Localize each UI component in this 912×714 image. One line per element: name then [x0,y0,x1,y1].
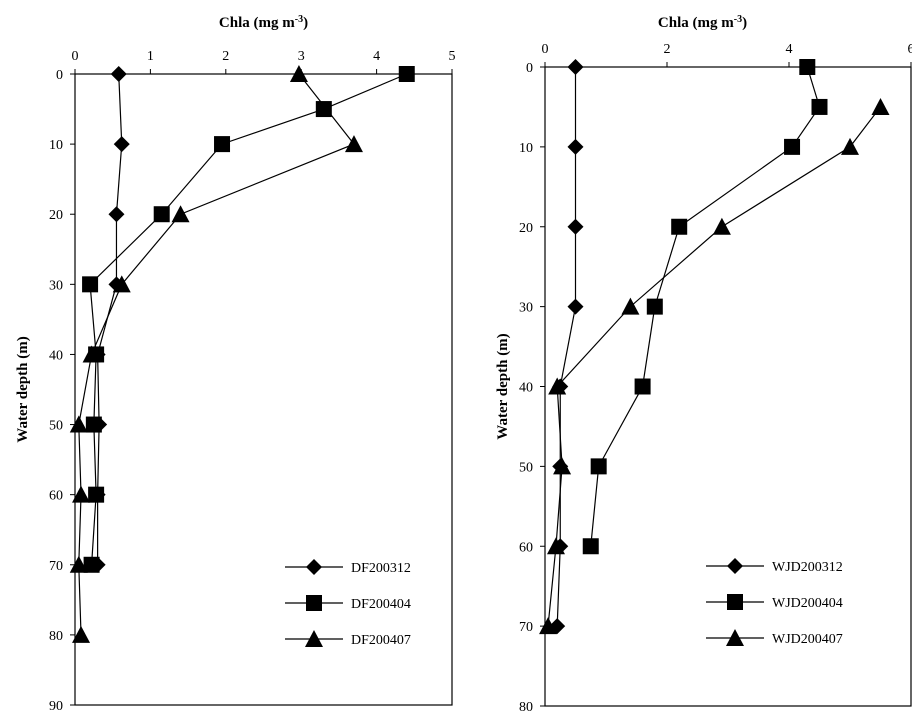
y-tick-label: 30 [49,278,63,293]
data-point-square [398,66,415,82]
x-tick-label: 0 [542,42,549,57]
data-point-square [784,138,801,155]
legend-marker-triangle [726,629,744,646]
legend-label: DF200404 [351,597,411,612]
y-tick-label: 10 [49,138,63,153]
data-point-triangle [871,97,890,115]
y-tick-label: 90 [49,699,63,714]
plot-frame [544,66,912,707]
x-tick-label: 2 [222,49,229,64]
y-axis-title: Water depth (m) [495,333,511,439]
data-point-square [315,101,332,118]
y-tick-label: 30 [519,301,533,316]
data-point-diamond [567,138,584,155]
data-point-square [582,538,599,555]
y-tick-label: 50 [49,419,63,434]
plot-frame [74,73,453,706]
legend-marker-diamond [727,558,743,574]
x-axis-title: Chla (mg m-3) [658,14,747,32]
data-point-triangle [546,537,565,555]
y-tick-label: 50 [519,460,533,475]
data-point-diamond [567,298,584,315]
y-tick-label: 60 [49,489,63,504]
data-point-square [83,556,100,573]
data-point-diamond [113,136,130,153]
legend-marker-square [306,595,322,611]
y-tick-label: 20 [49,208,63,223]
data-point-square [85,416,102,433]
data-point-triangle [72,485,91,503]
data-point-diamond [567,218,584,235]
data-point-triangle [112,275,131,293]
y-axis-title: Water depth (m) [15,336,31,442]
data-point-triangle [344,135,363,153]
y-tick-label: 70 [519,620,533,635]
data-point-triangle [621,297,640,315]
legend: WJD200312 WJD200404 WJD200407 [706,558,843,647]
data-point-square [153,206,170,223]
y-tick-label: 10 [519,141,533,156]
series-line [556,67,577,627]
x-tick-label: 6 [908,42,912,57]
data-point-triangle [171,205,190,223]
data-point-triangle [553,457,572,475]
data-point-square [634,378,651,395]
series-line [547,106,881,627]
data-point-triangle [539,617,558,635]
y-tick-label: 0 [56,68,63,83]
legend-marker-triangle [305,630,323,647]
legend-marker-diamond [306,559,322,575]
legend-label: WJD200404 [772,596,843,611]
y-tick-label: 60 [519,540,533,555]
data-point-square [88,486,105,503]
y-tick-label: 20 [519,221,533,236]
data-point-square [646,298,663,315]
data-point-square [811,98,828,115]
data-point-square [214,136,231,153]
legend-label: WJD200407 [772,632,843,647]
x-tick-label: 3 [298,49,305,64]
x-tick-label: 1 [147,49,154,64]
y-tick-label: 80 [519,700,533,714]
legend: DF200312 DF200404 DF200407 [285,559,411,648]
data-point-triangle [69,415,88,433]
legend-label: WJD200312 [772,560,843,575]
data-point-triangle [69,555,88,573]
data-point-diamond [108,206,125,223]
x-axis-title: Chla (mg m-3) [219,14,308,32]
series-WJD200404 [582,59,828,555]
data-point-triangle [289,65,308,82]
data-point-triangle [82,345,101,363]
y-tick-label: 40 [519,381,533,396]
data-point-square [82,276,99,293]
y-tick-label: 70 [49,559,63,574]
series-DF200404 [82,66,415,573]
series-WJD200407 [539,97,890,635]
series-DF200407 [69,65,363,643]
data-point-diamond [110,66,127,82]
series-line [78,73,355,635]
x-tick-label: 5 [449,49,456,64]
x-tick-label: 4 [373,49,380,64]
data-point-diamond [567,59,584,75]
legend-label: DF200407 [351,633,411,648]
x-tick-label: 4 [786,42,793,57]
y-tick-label: 0 [526,61,533,76]
data-point-triangle [548,377,567,395]
legend-label: DF200312 [351,561,411,576]
data-point-triangle [72,625,91,643]
data-point-triangle [841,137,859,155]
data-point-triangle [712,217,731,235]
y-tick-label: 80 [49,629,63,644]
y-tick-label: 40 [49,348,63,363]
x-tick-label: 0 [72,49,79,64]
x-tick-label: 2 [664,42,671,57]
legend-marker-square [727,594,743,610]
data-point-square [799,59,816,75]
data-point-square [590,458,607,475]
data-point-square [671,218,688,235]
